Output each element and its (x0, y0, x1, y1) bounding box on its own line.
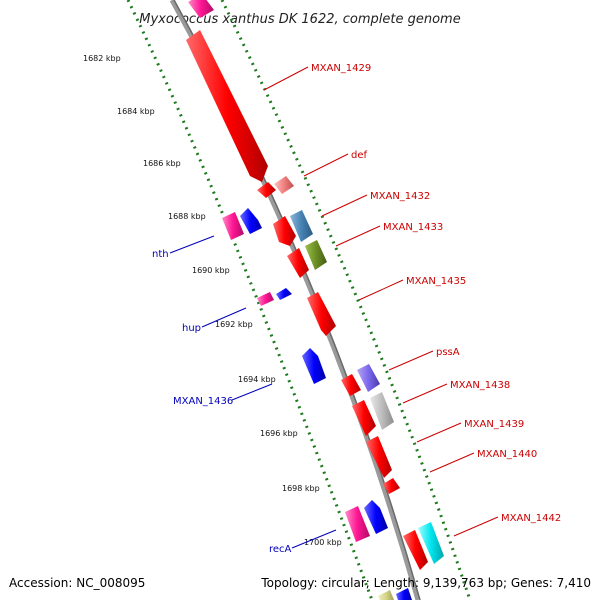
accession-text: Accession: NC_008095 (9, 576, 146, 590)
tick-label: 1690 kbp (192, 266, 230, 275)
tick-label: 1692 kbp (215, 320, 253, 329)
gene-label[interactable]: MXAN_1442 (501, 513, 561, 524)
tick-label: 1684 kbp (117, 107, 155, 116)
gene-label[interactable]: hup (182, 323, 201, 334)
gene-arrow[interactable] (290, 210, 313, 242)
gene-arrow[interactable] (273, 216, 296, 246)
forward-features (186, 0, 444, 600)
outer-tick-ring (220, 0, 472, 600)
gene-arrow[interactable] (357, 364, 380, 392)
gene-arrow[interactable] (352, 400, 376, 436)
gene-arrow[interactable] (370, 392, 394, 430)
gene-label[interactable]: pssA (436, 347, 460, 358)
gene-label[interactable]: nth (152, 249, 169, 260)
gene-label[interactable]: MXAN_1438 (450, 380, 510, 391)
gene-arrow[interactable] (345, 506, 370, 542)
gene-arrow[interactable] (186, 30, 268, 182)
gene-arrow[interactable] (366, 436, 392, 478)
tick-labels: 1682 kbp 1684 kbp 1686 kbp 1688 kbp 1690… (83, 54, 342, 547)
gene-label[interactable]: MXAN_1439 (464, 419, 524, 430)
tick-label: 1698 kbp (282, 484, 320, 493)
tick-label: 1682 kbp (83, 54, 121, 63)
tick-label: 1694 kbp (238, 375, 276, 384)
gene-label[interactable]: MXAN_1432 (370, 191, 430, 202)
gene-label[interactable]: recA (269, 544, 292, 555)
genome-summary-text: Topology: circular; Length: 9,139,763 bp… (261, 576, 591, 590)
gene-label[interactable]: MXAN_1433 (383, 222, 443, 233)
tick-label: 1686 kbp (143, 159, 181, 168)
gene-arrow[interactable] (341, 374, 361, 396)
gene-label[interactable]: MXAN_1440 (477, 449, 537, 460)
forward-labels: MXAN_1429 def MXAN_1432 MXAN_1433 MXAN_1… (263, 63, 561, 537)
gene-label[interactable]: MXAN_1436 (173, 396, 233, 407)
tick-label: 1688 kbp (168, 212, 206, 221)
tick-label: 1700 kbp (304, 538, 342, 547)
gene-arrow[interactable] (396, 588, 412, 600)
gene-arrow[interactable] (276, 288, 292, 300)
gene-label[interactable]: MXAN_1435 (406, 276, 466, 287)
gene-arrow[interactable] (364, 500, 388, 534)
gene-label[interactable]: MXAN_1429 (311, 63, 371, 74)
gene-label[interactable]: def (351, 150, 368, 161)
gene-arrow[interactable] (418, 522, 444, 564)
tick-label: 1696 kbp (260, 429, 298, 438)
gene-arrow[interactable] (403, 530, 428, 570)
gene-arrow[interactable] (307, 292, 336, 336)
gene-arrow[interactable] (287, 248, 309, 278)
gene-arrow[interactable] (257, 292, 274, 306)
map-title: Myxococcus xanthus DK 1622, complete gen… (139, 12, 460, 27)
gene-arrow[interactable] (302, 348, 326, 384)
gene-arrow[interactable] (257, 182, 276, 198)
gene-arrow[interactable] (305, 240, 327, 270)
gene-arrow[interactable] (383, 478, 400, 494)
gene-arrow[interactable] (378, 590, 394, 600)
reverse-labels: nth hup MXAN_1436 recA (152, 235, 337, 555)
reverse-features (222, 208, 388, 542)
genome-backbone (169, 0, 421, 600)
gene-arrow[interactable] (274, 176, 294, 194)
inner-tick-ring (126, 0, 374, 600)
gene-arrow[interactable] (222, 212, 244, 240)
gene-arrow[interactable] (188, 0, 214, 18)
gene-arrow[interactable] (240, 208, 262, 234)
